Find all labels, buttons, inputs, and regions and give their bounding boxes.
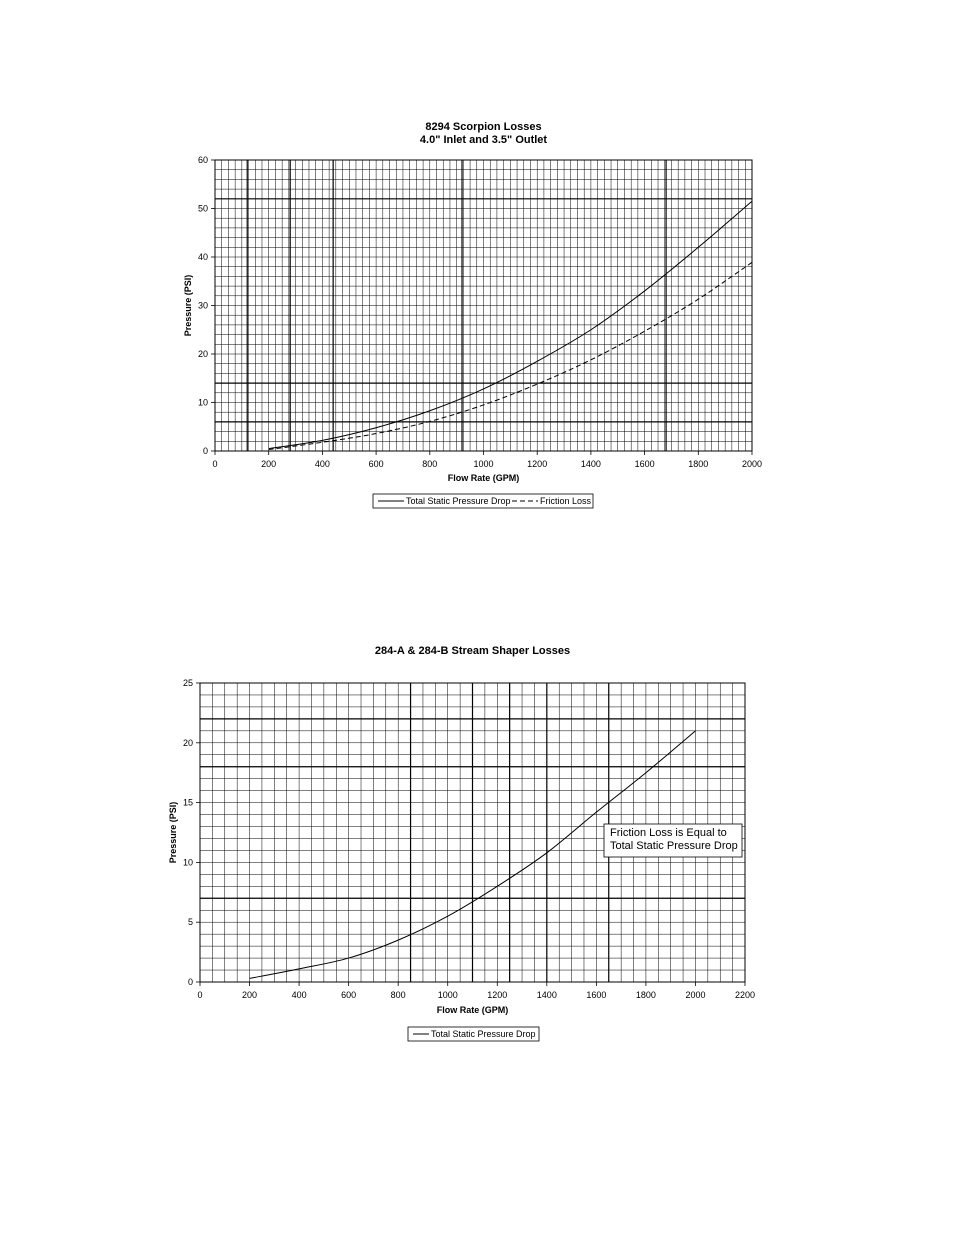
x-tick-label: 1000 xyxy=(438,990,458,1000)
x-tick-label: 600 xyxy=(341,990,356,1000)
y-tick-label: 40 xyxy=(198,252,208,262)
x-tick-label: 1800 xyxy=(688,459,708,469)
y-tick-label: 10 xyxy=(198,398,208,408)
x-tick-label: 200 xyxy=(261,459,276,469)
gridlines-major xyxy=(200,683,745,982)
x-tick-label: 1200 xyxy=(487,990,507,1000)
x-tick-label: 2000 xyxy=(742,459,762,469)
legend-label: Total Static Pressure Drop xyxy=(406,496,511,506)
series-line-2 xyxy=(268,261,753,451)
x-tick-label: 400 xyxy=(292,990,307,1000)
y-axis-label: Pressure (PSI) xyxy=(168,802,178,864)
x-tick-label: 2200 xyxy=(735,990,755,1000)
y-tick-label: 50 xyxy=(198,204,208,214)
x-tick-label: 1200 xyxy=(527,459,547,469)
y-tick-label: 10 xyxy=(183,857,193,867)
x-tick-label: 2000 xyxy=(685,990,705,1000)
legend: Total Static Pressure Drop Friction Loss xyxy=(372,493,594,509)
y-tick-label: 0 xyxy=(203,446,208,456)
x-tick-label: 1400 xyxy=(537,990,557,1000)
x-tick-label: 800 xyxy=(391,990,406,1000)
x-tick-label: 200 xyxy=(242,990,257,1000)
y-tick-label: 5 xyxy=(188,917,193,927)
series-line-1 xyxy=(268,200,753,450)
legend-label: Total Static Pressure Drop xyxy=(431,1029,536,1039)
annotation-box xyxy=(603,823,743,858)
y-tick-label: 15 xyxy=(183,798,193,808)
legend-label: Friction Loss xyxy=(540,496,592,506)
y-tick-label: 60 xyxy=(198,155,208,165)
tick-labels: 0 200 400 600 800 1000 1200 1400 1600 1800 2000 0 10… xyxy=(198,155,762,469)
x-tick-label: 800 xyxy=(422,459,437,469)
x-tick-label: 1800 xyxy=(636,990,656,1000)
annotation-text: Total Static Pressure Drop xyxy=(610,840,738,852)
x-axis-label: Flow Rate (GPM) xyxy=(437,1005,509,1015)
x-tick-label: 1600 xyxy=(586,990,606,1000)
legend-box xyxy=(372,493,594,509)
chart-subtitle: 4.0" Inlet and 3.5" Outlet xyxy=(420,134,548,146)
x-tick-label: 1600 xyxy=(635,459,655,469)
tick-labels: 0 200 400 600 800 1000 1200 1400 1600 1800 2000 220… xyxy=(183,678,755,1000)
x-tick-label: 400 xyxy=(315,459,330,469)
legend: Total Static Pressure Drop xyxy=(407,1026,540,1042)
x-tick-label: 0 xyxy=(197,990,202,1000)
x-axis-label: Flow Rate (GPM) xyxy=(448,473,520,483)
y-tick-label: 20 xyxy=(198,349,208,359)
y-tick-label: 25 xyxy=(183,678,193,688)
x-tick-label: 1400 xyxy=(581,459,601,469)
y-tick-label: 30 xyxy=(198,301,208,311)
y-tick-label: 0 xyxy=(188,977,193,987)
y-tick-label: 20 xyxy=(183,738,193,748)
gridlines-major xyxy=(215,160,752,451)
plot-border xyxy=(199,682,746,983)
chart-title: 284-A & 284-B Stream Shaper Losses xyxy=(375,645,570,657)
series-line-1 xyxy=(249,730,696,979)
x-tick-label: 600 xyxy=(369,459,384,469)
x-tick-label: 1000 xyxy=(473,459,493,469)
annotation-text: Friction Loss is Equal to xyxy=(610,827,727,839)
chart-title: 8294 Scorpion Losses xyxy=(425,121,541,133)
legend-box xyxy=(407,1026,540,1042)
x-tick-label: 0 xyxy=(212,459,217,469)
gridlines xyxy=(215,160,752,451)
y-axis-label: Pressure (PSI) xyxy=(183,275,193,337)
